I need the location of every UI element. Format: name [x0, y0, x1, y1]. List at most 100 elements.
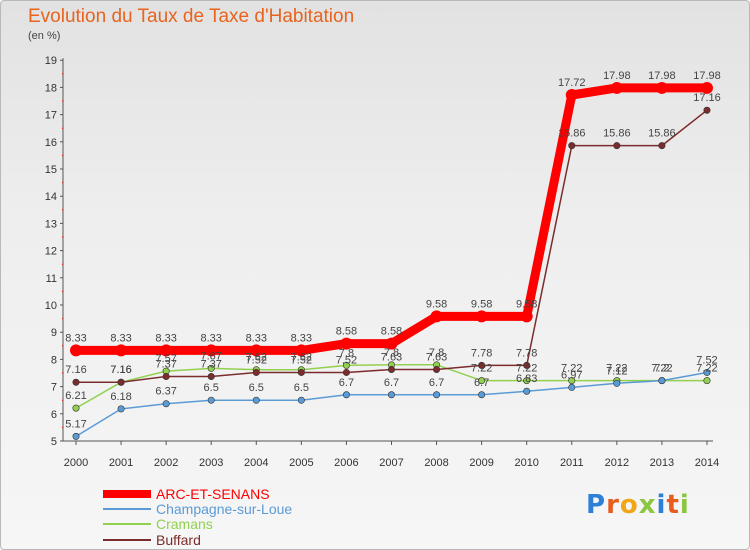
data-point	[613, 142, 621, 150]
data-label: 8.33	[155, 332, 176, 344]
data-label: 7.52	[291, 354, 312, 366]
data-label: 6.5	[204, 382, 219, 394]
data-label: 6.18	[110, 391, 131, 403]
data-point	[703, 368, 711, 376]
data-label: 17.98	[693, 70, 721, 82]
x-tick-label: 2009	[469, 457, 493, 469]
data-point	[523, 377, 531, 385]
y-tick-label: 10	[45, 300, 57, 312]
legend-label: Champagne-sur-Loue	[156, 501, 292, 517]
data-point	[703, 106, 711, 114]
data-label: 7.57	[155, 353, 176, 365]
data-point	[568, 383, 576, 391]
data-label: 6.7	[429, 377, 444, 389]
y-tick-label: 16	[45, 137, 57, 149]
data-label: 15.86	[558, 128, 586, 140]
data-point	[342, 368, 350, 376]
y-tick-label: 13	[45, 218, 57, 230]
data-label: 7.8	[339, 347, 354, 359]
data-label: 7.8	[384, 347, 399, 359]
data-point	[703, 377, 711, 385]
data-label: 8.33	[246, 332, 267, 344]
data-point	[610, 81, 623, 94]
logo-letter: i	[656, 490, 667, 520]
data-label: 6.37	[155, 386, 176, 398]
y-tick-label: 14	[45, 191, 57, 203]
data-label: 7.62	[246, 352, 267, 364]
legend-label: ARC-ET-SENANS	[156, 486, 270, 502]
data-point	[478, 377, 486, 385]
proxiti-logo: Proxiti	[586, 490, 690, 520]
x-tick-label: 2011	[560, 457, 584, 469]
legend-label: Cramans	[156, 516, 213, 532]
data-label: 7.22	[471, 363, 492, 375]
data-point	[70, 344, 82, 357]
data-point	[658, 142, 666, 150]
y-tick-label: 19	[45, 55, 57, 67]
data-label: 7.22	[561, 363, 582, 375]
data-point	[565, 89, 578, 102]
data-point	[478, 391, 486, 399]
data-point	[475, 310, 488, 323]
logo-letter: r	[606, 490, 620, 520]
data-point	[520, 310, 533, 323]
data-label: 8.33	[110, 332, 131, 344]
data-point	[297, 368, 305, 376]
y-tick-label: 12	[45, 246, 57, 258]
y-tick-label: 11	[46, 273, 57, 285]
data-point	[117, 378, 125, 386]
x-tick-label: 2007	[379, 457, 403, 469]
data-label: 9.58	[426, 298, 447, 310]
data-point	[252, 368, 260, 376]
y-tick-label: 5	[51, 436, 57, 448]
data-label: 6.7	[474, 377, 489, 389]
data-point	[207, 373, 215, 381]
data-point	[160, 344, 173, 357]
data-label: 7.37	[155, 359, 176, 371]
data-point	[250, 344, 263, 357]
data-label: 7.63	[426, 351, 447, 363]
data-point	[117, 405, 125, 413]
data-label: 6.97	[561, 369, 582, 381]
data-point	[295, 344, 308, 357]
x-tick-label: 2013	[650, 457, 674, 469]
data-label: 15.86	[603, 128, 631, 140]
data-point	[342, 361, 350, 369]
data-point	[340, 337, 353, 350]
data-point	[523, 387, 531, 395]
y-tick-label: 9	[51, 327, 57, 339]
data-point	[115, 344, 128, 357]
y-tick-label: 17	[45, 110, 57, 122]
x-tick-label: 2005	[289, 457, 313, 469]
data-point	[433, 365, 441, 373]
data-label: 7.52	[336, 354, 357, 366]
series-points	[70, 81, 713, 440]
legend-label: Buffard	[156, 532, 201, 548]
logo-letter: t	[666, 490, 680, 520]
x-tick-label: 2002	[154, 457, 178, 469]
data-label: 7.78	[516, 347, 537, 359]
data-label: 17.98	[603, 70, 631, 82]
data-label: 6.5	[294, 382, 309, 394]
logo-letter: P	[586, 490, 607, 520]
data-point	[162, 400, 170, 408]
data-label: 7.52	[696, 354, 717, 366]
x-tick-label: 2014	[695, 457, 719, 469]
data-point	[655, 81, 668, 94]
data-point	[72, 378, 80, 386]
data-point	[568, 377, 576, 385]
data-point	[658, 377, 666, 385]
x-tick-label: 2003	[199, 457, 223, 469]
data-point	[207, 396, 215, 404]
x-tick-label: 2010	[514, 457, 538, 469]
data-label: 17.16	[693, 92, 721, 104]
data-point	[207, 364, 215, 372]
data-point	[568, 142, 576, 150]
data-label: 7.2	[654, 363, 669, 375]
data-labels: 8.33 8.33 8.33 8.33 8.33 8.33 8.58 8.58 9.58 9.58…	[65, 70, 720, 430]
data-label: 6.83	[516, 373, 537, 385]
x-tick-label: 2012	[605, 457, 629, 469]
data-point	[72, 432, 80, 440]
